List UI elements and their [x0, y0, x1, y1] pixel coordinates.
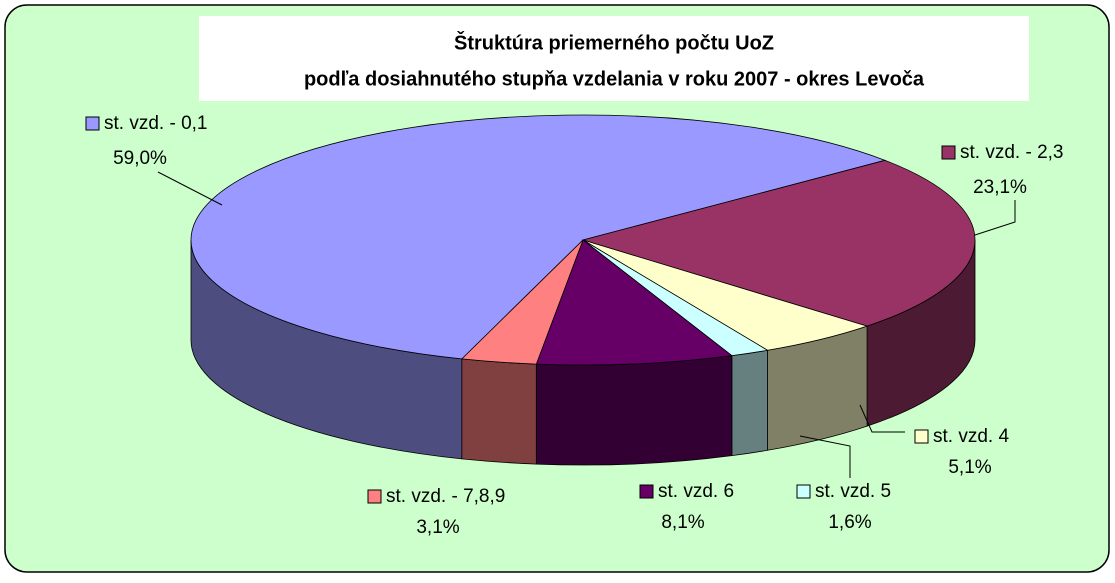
value-label: 5,1% [948, 457, 991, 478]
legend-key [941, 145, 956, 160]
slice [460, 239, 584, 365]
value-label: 1,6% [828, 512, 871, 533]
legend-key [914, 429, 929, 444]
legend-key [639, 484, 654, 499]
value-label: 8,1% [661, 512, 704, 533]
chart-title: Štruktúra priemerného počtu UoZ [454, 30, 774, 54]
category-label: st. vzd. 4 [933, 426, 1009, 447]
pie [190, 114, 976, 466]
slice [190, 114, 887, 360]
title-box [199, 16, 1029, 101]
slice [535, 239, 733, 366]
legend-key [85, 116, 100, 131]
category-label: st. vzd. 5 [815, 481, 891, 502]
category-label: st. vzd. 6 [658, 481, 734, 502]
slice-side [535, 355, 733, 466]
chart-title: podľa dosiahnutého stupňa vzdelania v ro… [304, 68, 925, 90]
value-label: 59,0% [113, 148, 167, 169]
slice-side [731, 349, 768, 457]
legend-key [796, 484, 811, 499]
category-label: st. vzd. - 2,3 [960, 142, 1063, 163]
category-label: st. vzd. - 0,1 [104, 113, 207, 134]
value-label: 23,1% [973, 177, 1027, 198]
category-label: st. vzd. - 7,8,9 [386, 486, 505, 507]
slice-side [461, 358, 537, 465]
legend-key [367, 489, 382, 504]
value-label: 3,1% [416, 517, 459, 538]
slice [581, 159, 976, 327]
leader-lines [157, 171, 1016, 478]
